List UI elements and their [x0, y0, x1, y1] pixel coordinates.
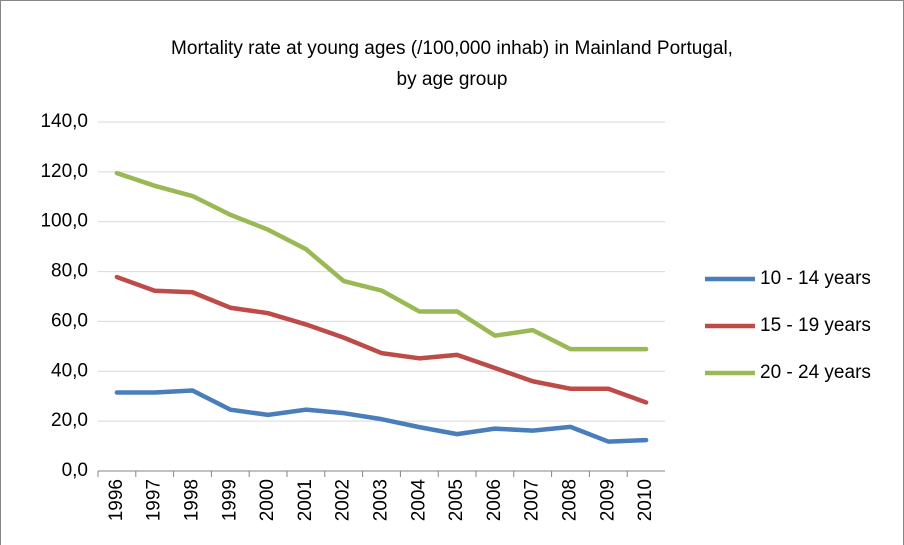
data-line [114, 170, 649, 352]
y-tick-label: 0,0 [62, 460, 88, 481]
y-tick-label: 100,0 [40, 211, 88, 232]
x-tick-label: 2006 [484, 479, 505, 521]
data-line [114, 388, 649, 444]
y-tick-label: 60,0 [51, 310, 88, 331]
x-tick-label: 1996 [106, 479, 127, 521]
y-tick-label: 80,0 [51, 261, 88, 282]
x-tick-label: 2003 [371, 479, 392, 521]
x-tick-label: 2001 [295, 479, 316, 521]
x-tick-label: 2000 [257, 479, 278, 521]
legend-label: 15 - 19 years [760, 315, 871, 336]
x-tick-label: 2004 [408, 479, 429, 522]
x-tick-label: 2002 [333, 479, 354, 521]
y-tick-label: 120,0 [40, 161, 88, 182]
x-tick-label: 2008 [560, 479, 581, 521]
legend-label: 20 - 24 years [760, 362, 871, 383]
y-tick-label: 20,0 [51, 410, 88, 431]
x-tick-label: 1997 [144, 479, 165, 521]
chart-title: by age group [397, 69, 508, 90]
data-line [114, 274, 649, 405]
y-tick-label: 140,0 [40, 111, 88, 132]
x-tick-label: 2005 [446, 479, 467, 521]
x-tick-label: 1999 [219, 479, 240, 521]
chart-title: Mortality rate at young ages (/100,000 i… [171, 38, 733, 59]
x-tick-label: 2010 [635, 479, 656, 521]
x-tick-label: 2009 [597, 479, 618, 521]
x-tick-label: 1998 [182, 479, 203, 521]
y-tick-label: 40,0 [51, 360, 88, 381]
x-tick-label: 2007 [522, 479, 543, 521]
legend-label: 10 - 14 years [760, 268, 871, 289]
